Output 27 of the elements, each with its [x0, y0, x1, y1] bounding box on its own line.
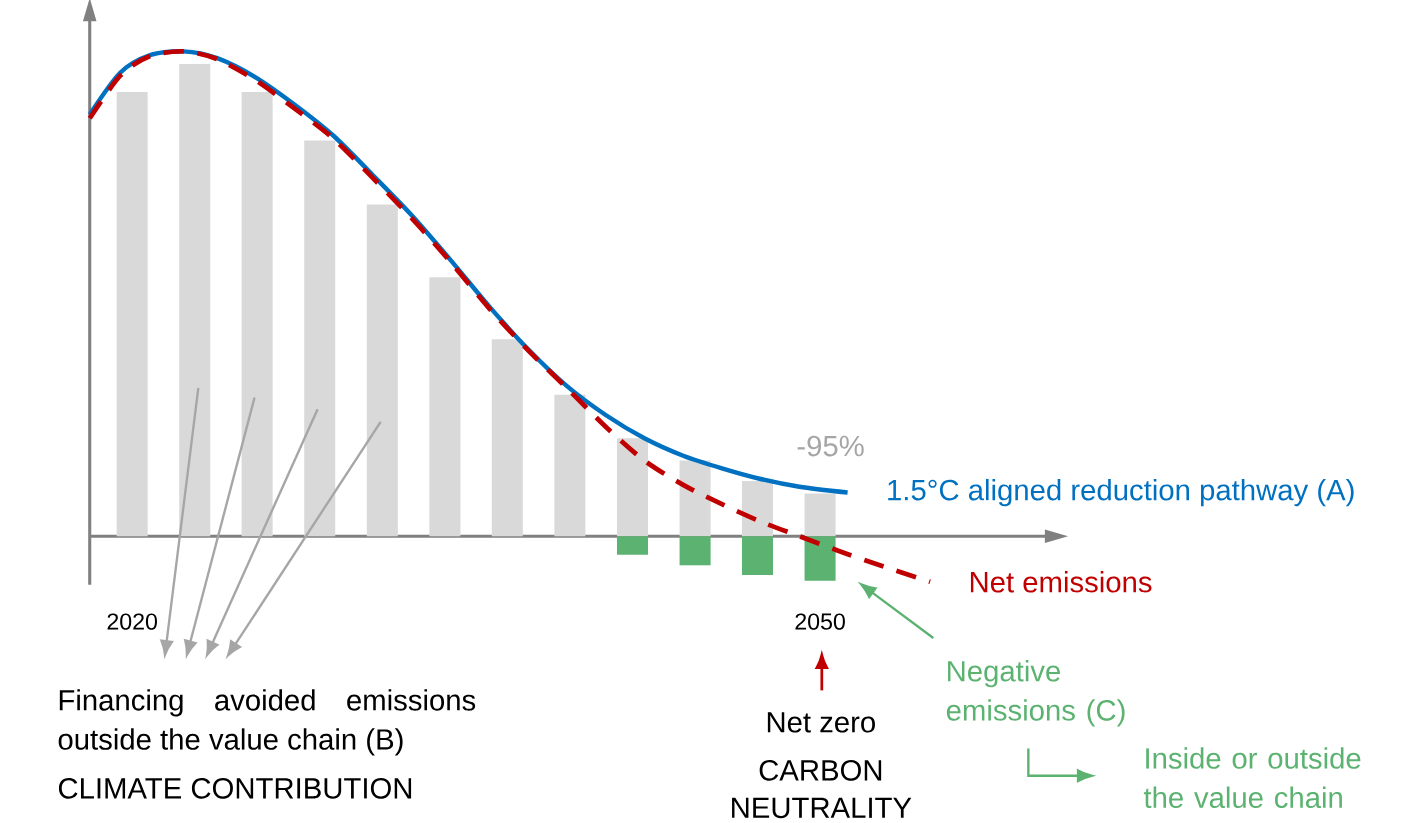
bar [304, 140, 336, 537]
bar [741, 480, 773, 537]
annotation: -95% [797, 435, 864, 457]
bar [616, 438, 649, 537]
x-tick-label: 2050 [795, 613, 845, 630]
text: Negative emissions (C) [946, 659, 1125, 727]
bar [116, 92, 148, 537]
bar [429, 277, 461, 537]
bar [554, 394, 586, 537]
series-label: 1.5°C aligned reduction pathway (A) [888, 478, 1354, 507]
series-label: Net emissions [970, 570, 1152, 593]
text: CARBON NEUTRALITY [732, 759, 912, 819]
bar [679, 460, 711, 537]
bar [679, 536, 711, 566]
bar [366, 204, 398, 537]
text: Net zero [767, 712, 875, 733]
bar [804, 536, 836, 581]
bar [491, 339, 523, 537]
bar [179, 63, 211, 537]
bar [804, 493, 836, 537]
bar [616, 536, 649, 555]
bar [741, 536, 773, 575]
text: CLIMATE CONTRIBUTION [58, 777, 412, 799]
text: Inside or outside the value chain [1143, 747, 1361, 808]
x-tick-label: 2020 [107, 613, 157, 630]
bar [241, 92, 273, 537]
text: Financing avoided emissions outside the value chain (B) [58, 689, 476, 756]
